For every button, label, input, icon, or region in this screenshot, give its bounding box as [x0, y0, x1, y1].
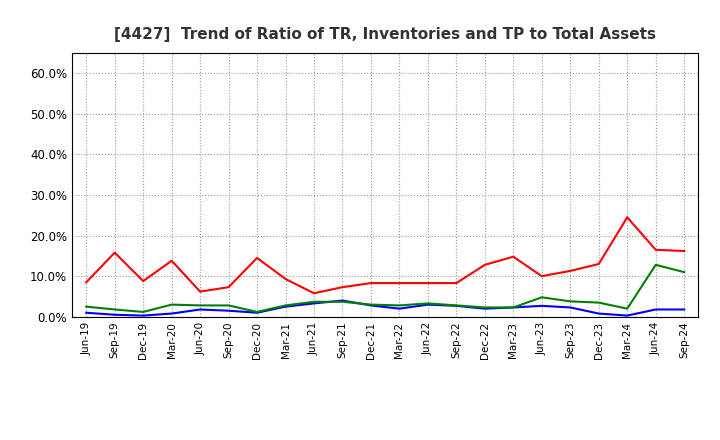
Trade Payables [395, 303, 404, 308]
Line: Inventories: Inventories [86, 301, 684, 315]
Trade Receivables [310, 290, 318, 296]
Trade Payables [537, 295, 546, 300]
Trade Receivables [509, 254, 518, 259]
Trade Payables [139, 309, 148, 315]
Inventories [366, 303, 375, 308]
Inventories [395, 306, 404, 312]
Trade Payables [282, 303, 290, 308]
Trade Receivables [167, 258, 176, 264]
Inventories [537, 303, 546, 308]
Inventories [680, 307, 688, 312]
Title: [4427]  Trend of Ratio of TR, Inventories and TP to Total Assets: [4427] Trend of Ratio of TR, Inventories… [114, 27, 656, 42]
Trade Payables [110, 307, 119, 312]
Inventories [82, 310, 91, 315]
Inventories [509, 305, 518, 310]
Trade Receivables [338, 285, 347, 290]
Trade Payables [680, 269, 688, 275]
Inventories [225, 308, 233, 313]
Inventories [310, 301, 318, 306]
Trade Payables [652, 262, 660, 268]
Inventories [338, 298, 347, 303]
Inventories [566, 305, 575, 310]
Inventories [423, 302, 432, 307]
Line: Trade Payables: Trade Payables [86, 265, 684, 312]
Trade Receivables [139, 279, 148, 284]
Inventories [196, 307, 204, 312]
Trade Receivables [680, 248, 688, 253]
Trade Receivables [366, 280, 375, 286]
Trade Payables [595, 300, 603, 305]
Trade Receivables [623, 215, 631, 220]
Trade Payables [167, 302, 176, 307]
Trade Payables [423, 301, 432, 306]
Trade Receivables [196, 289, 204, 294]
Inventories [139, 313, 148, 318]
Trade Payables [452, 303, 461, 308]
Trade Receivables [253, 255, 261, 260]
Inventories [282, 304, 290, 309]
Trade Receivables [423, 280, 432, 286]
Trade Receivables [282, 276, 290, 282]
Inventories [452, 303, 461, 308]
Inventories [652, 307, 660, 312]
Inventories [167, 311, 176, 316]
Inventories [253, 310, 261, 315]
Trade Payables [310, 299, 318, 304]
Trade Payables [338, 299, 347, 304]
Inventories [595, 311, 603, 316]
Inventories [623, 313, 631, 318]
Trade Payables [566, 299, 575, 304]
Inventories [110, 312, 119, 317]
Trade Payables [509, 305, 518, 310]
Trade Payables [225, 303, 233, 308]
Trade Payables [623, 306, 631, 312]
Trade Receivables [566, 268, 575, 274]
Trade Receivables [595, 261, 603, 267]
Trade Receivables [225, 285, 233, 290]
Trade Receivables [537, 274, 546, 279]
Trade Receivables [652, 247, 660, 253]
Trade Payables [480, 305, 489, 310]
Trade Receivables [480, 262, 489, 268]
Trade Payables [196, 303, 204, 308]
Trade Receivables [395, 280, 404, 286]
Trade Payables [253, 309, 261, 315]
Trade Payables [82, 304, 91, 309]
Trade Payables [366, 302, 375, 307]
Trade Receivables [452, 280, 461, 286]
Trade Receivables [82, 280, 91, 285]
Inventories [480, 306, 489, 312]
Trade Receivables [110, 250, 119, 255]
Line: Trade Receivables: Trade Receivables [86, 217, 684, 293]
